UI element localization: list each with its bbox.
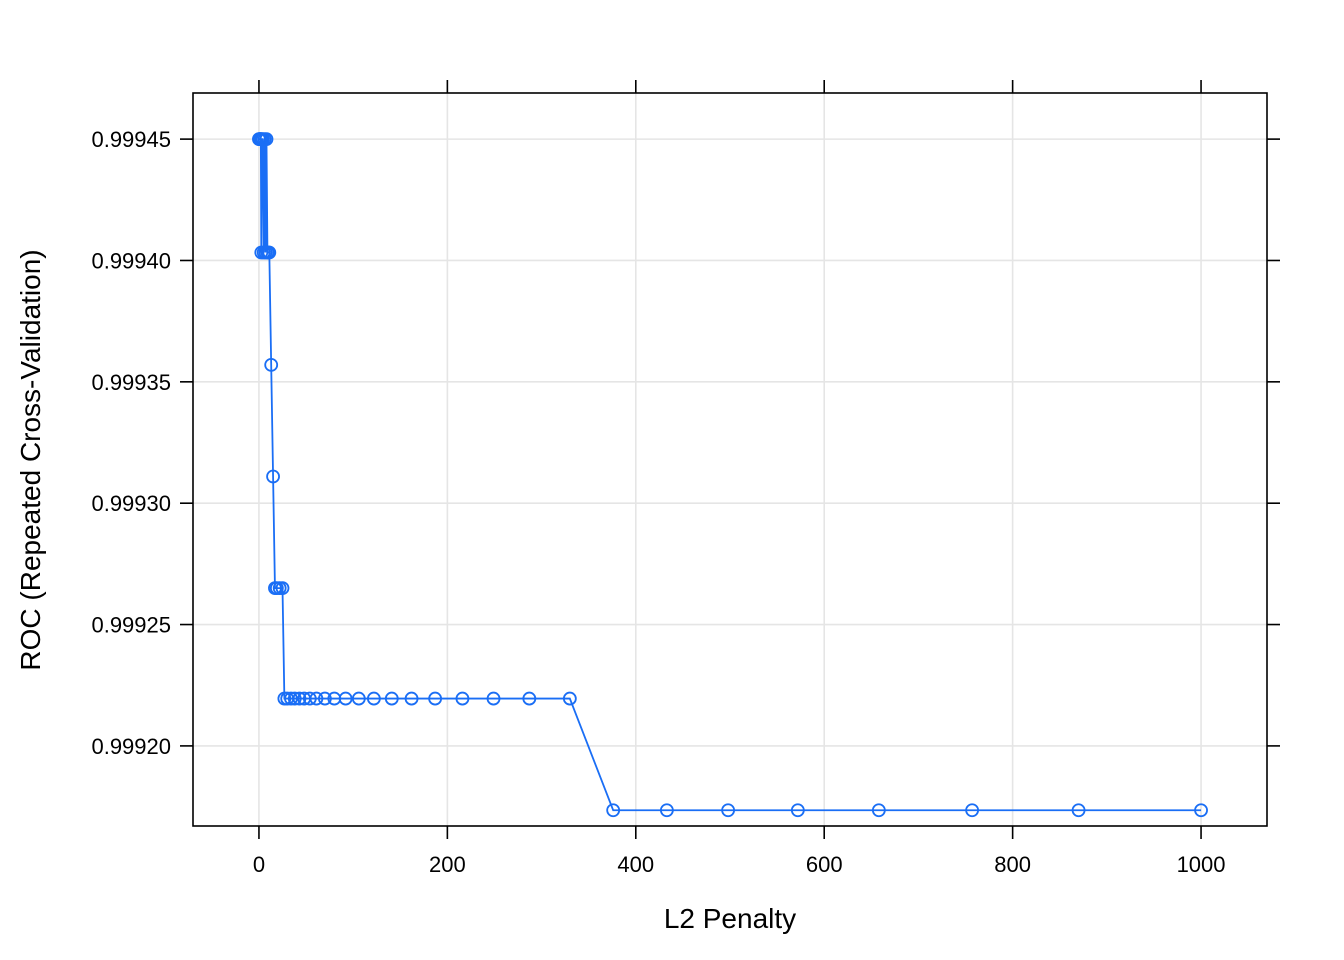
data-point	[351, 691, 366, 706]
axis-ticks: 0 200 400 600 800 1000 0.99920 0.99925 0.99930 0.…	[91, 80, 1280, 877]
x-tick-label: 0	[253, 852, 265, 877]
data-point	[317, 691, 332, 706]
data-point	[259, 132, 274, 147]
data-point	[965, 803, 980, 818]
data-point	[366, 691, 381, 706]
y-tick-label: 0.99925	[91, 613, 171, 638]
grid-lines	[193, 93, 1267, 826]
roc-line	[258, 138, 1202, 812]
data-point	[338, 691, 353, 706]
roc-series	[252, 132, 1208, 818]
y-tick-label: 0.99930	[91, 491, 171, 516]
data-point	[428, 691, 443, 706]
x-tick-label: 200	[429, 852, 466, 877]
data-point	[1194, 803, 1208, 818]
y-axis-title: ROC (Repeated Cross-Validation)	[15, 249, 46, 670]
x-tick-label: 600	[806, 852, 843, 877]
data-point	[262, 245, 277, 260]
data-point	[659, 803, 674, 818]
y-tick-label: 0.99945	[91, 127, 171, 152]
y-tick-label: 0.99940	[91, 248, 171, 273]
data-point	[275, 581, 290, 596]
x-tick-label: 400	[617, 852, 654, 877]
data-point	[455, 691, 470, 706]
data-point	[606, 803, 621, 818]
x-axis-title: L2 Penalty	[664, 903, 796, 934]
x-tick-label: 1000	[1177, 852, 1226, 877]
data-point	[562, 691, 577, 706]
data-point	[309, 691, 324, 706]
data-point	[287, 691, 302, 706]
data-point	[404, 691, 419, 706]
data-point	[522, 691, 537, 706]
data-point	[302, 691, 317, 706]
plot-frame	[192, 92, 1268, 827]
data-point	[284, 691, 298, 706]
data-point	[292, 691, 307, 706]
data-point	[486, 691, 501, 706]
data-point	[1071, 803, 1086, 818]
data-point	[871, 803, 886, 818]
x-tick-label: 800	[994, 852, 1031, 877]
data-point	[384, 691, 399, 706]
data-point	[790, 803, 805, 818]
data-point	[721, 803, 736, 818]
data-point	[264, 357, 279, 372]
y-tick-label: 0.99920	[91, 734, 171, 759]
data-point	[266, 469, 280, 484]
y-tick-label: 0.99935	[91, 370, 171, 395]
